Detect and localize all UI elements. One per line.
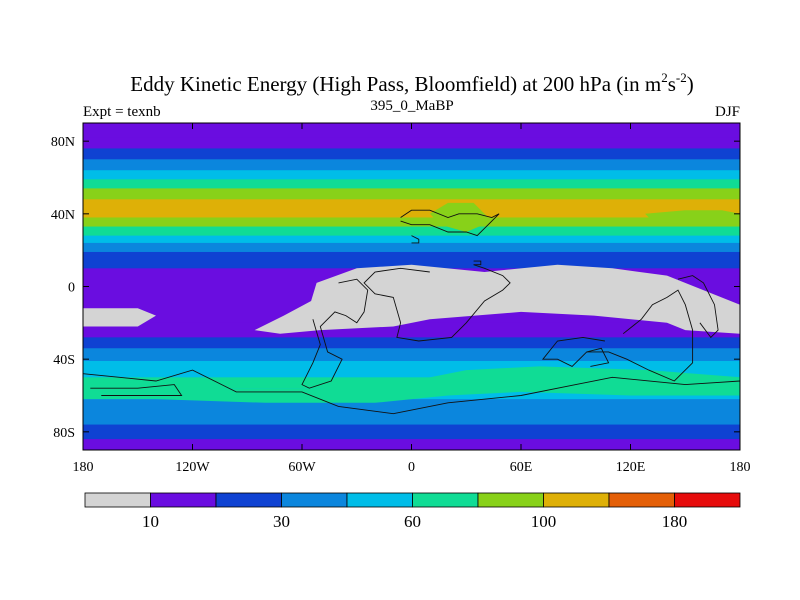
ekf-band	[83, 226, 740, 237]
colorbar-box	[608, 492, 675, 508]
ekf-band	[83, 235, 740, 244]
colorbar-box	[281, 492, 348, 508]
y-tick-label: 40N	[51, 208, 75, 223]
colorbar-box	[412, 492, 479, 508]
ekf-band	[83, 348, 740, 362]
ekf-field-region	[83, 366, 740, 403]
y-tick-label: 80S	[53, 426, 75, 441]
colorbar: 10 30 60 100 180	[84, 492, 741, 531]
ekf-band	[83, 251, 740, 269]
land-outline	[586, 347, 610, 367]
ekf-band	[83, 199, 740, 218]
subtitle-left: Expt = texnb	[83, 104, 161, 120]
y-tick-label: 80N	[51, 135, 75, 150]
ekf-field-region	[645, 210, 740, 225]
ekf-band	[83, 322, 740, 338]
subtitle-center: 395_0_MaBP	[370, 98, 453, 114]
ekf-band	[83, 159, 740, 171]
colorbar-label: 60	[404, 512, 421, 531]
colorbar-label: 180	[662, 512, 688, 531]
x-axis: 180 120W 60W 0 60E 120E 180	[73, 123, 751, 475]
ekf-band	[83, 179, 740, 189]
colorbar-box	[674, 492, 741, 508]
land-outline	[541, 289, 694, 382]
land-outline	[83, 369, 740, 415]
x-tick-label: 120W	[175, 460, 210, 475]
ekf-band	[83, 337, 740, 349]
land-outline	[677, 275, 719, 339]
chart-title: Eddy Kinetic Energy (High Pass, Bloomfie…	[130, 70, 694, 96]
ekf-band	[83, 217, 740, 228]
x-tick-label: 180	[73, 460, 94, 475]
land-outline	[411, 235, 420, 244]
ekf-band	[83, 137, 740, 149]
colorbar-box	[543, 492, 610, 508]
x-tick-label: 60W	[288, 460, 316, 475]
ekf-band	[83, 242, 740, 253]
colorbar-box	[477, 492, 544, 508]
ekf-band	[83, 148, 740, 160]
colorbar-box	[215, 492, 282, 508]
land-outline	[301, 278, 369, 389]
colorbar-box	[150, 492, 217, 508]
ekf-field-region	[83, 308, 156, 327]
ekf-field-region	[429, 202, 492, 232]
y-axis: 80N 40N 0 40S 80S	[51, 135, 740, 441]
colorbar-box	[346, 492, 413, 508]
plot-area	[83, 123, 740, 450]
land-outline	[363, 264, 511, 342]
y-tick-label: 0	[68, 281, 75, 296]
colorbar-label: 100	[531, 512, 557, 531]
ekf-band	[83, 399, 740, 426]
y-tick-label: 40S	[53, 353, 75, 368]
land-outline	[90, 384, 183, 396]
colorbar-label: 10	[142, 512, 159, 531]
land-outline	[473, 260, 482, 266]
x-tick-label: 120E	[616, 460, 646, 475]
ekf-band	[83, 424, 740, 440]
x-tick-label: 60E	[510, 460, 533, 475]
ekf-field-region	[254, 264, 740, 334]
land-outline	[400, 209, 500, 237]
ekf-band	[83, 170, 740, 180]
ekf-band	[83, 123, 740, 139]
colorbar-label: 30	[273, 512, 290, 531]
x-tick-label: 0	[408, 460, 415, 475]
ekf-band	[83, 188, 740, 200]
colorbar-box	[84, 492, 151, 508]
x-tick-label: 180	[730, 460, 751, 475]
subtitle-right: DJF	[715, 104, 740, 120]
